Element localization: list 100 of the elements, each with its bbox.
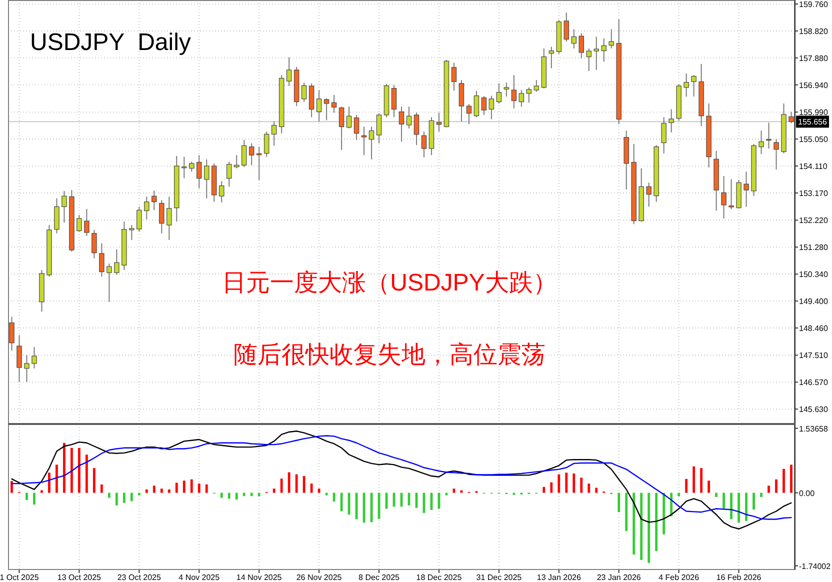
y-tick-label: 158.820 xyxy=(799,26,828,36)
bar xyxy=(220,492,223,498)
y-tick-label: 146.570 xyxy=(799,378,828,388)
annotation: 随后很快收复失地，高位震荡 xyxy=(233,342,546,369)
bar xyxy=(258,492,260,496)
bar xyxy=(752,492,755,510)
y-tick-label: 155.050 xyxy=(799,135,828,144)
bar xyxy=(662,492,666,534)
bar xyxy=(648,492,650,563)
bar xyxy=(40,490,43,493)
bar xyxy=(115,492,118,506)
y-tick-label: 149.400 xyxy=(799,297,828,306)
bar xyxy=(558,474,560,493)
y-tick-label: 153.170 xyxy=(799,188,828,198)
bar xyxy=(138,492,140,496)
bar xyxy=(152,486,156,493)
bar xyxy=(655,492,658,552)
annotation: 日元一度大涨（USDJPY大跌） xyxy=(222,269,557,296)
bar xyxy=(738,492,740,523)
bar xyxy=(108,492,110,498)
bar xyxy=(280,478,283,493)
bar xyxy=(715,492,718,497)
bar xyxy=(550,482,553,493)
bar xyxy=(130,492,133,502)
y-tick-label: 154.110 xyxy=(799,162,828,171)
bar xyxy=(572,474,576,493)
bar xyxy=(722,492,725,509)
ref-line-label: 155.656 xyxy=(798,118,828,127)
x-tick-label: 23 Oct 2025 xyxy=(117,573,162,582)
bar xyxy=(33,492,36,505)
bar xyxy=(70,448,73,493)
y-tick-label: -1.74002 xyxy=(799,562,832,571)
bar xyxy=(542,486,546,493)
y-tick-label: 156.940 xyxy=(799,80,828,90)
y-tick-label: 150.340 xyxy=(799,270,828,280)
bar xyxy=(692,466,696,493)
y-tick-label: 151.280 xyxy=(799,243,828,252)
bar xyxy=(685,478,688,493)
x-tick-label: 23 Jan 2026 xyxy=(596,573,642,582)
x-tick-label: 8 Dec 2025 xyxy=(358,573,400,582)
bar xyxy=(168,489,170,493)
bar xyxy=(782,468,785,493)
bar xyxy=(775,479,778,493)
bar xyxy=(205,484,208,493)
x-tick-label: 26 Nov 2025 xyxy=(296,573,342,582)
x-tick-label: 13 Oct 2025 xyxy=(57,573,102,582)
bar xyxy=(228,492,230,499)
bar xyxy=(302,476,306,493)
bar xyxy=(272,488,276,493)
y-tick-label: 148.460 xyxy=(799,324,828,333)
bar xyxy=(618,492,620,512)
bar xyxy=(700,468,703,493)
bar xyxy=(625,492,628,531)
bar xyxy=(175,482,178,493)
y-tick-label: 147.510 xyxy=(799,351,828,360)
bar xyxy=(92,468,96,493)
x-tick-label: 31 Dec 2025 xyxy=(476,573,522,582)
bar xyxy=(318,488,320,493)
bar xyxy=(198,484,200,493)
x-tick-label: 4 Feb 2026 xyxy=(658,573,700,582)
bar xyxy=(100,484,103,493)
y-tick-label: 0.00 xyxy=(799,488,816,498)
x-tick-label: 1 Oct 2025 xyxy=(0,573,40,582)
bar xyxy=(56,464,58,493)
bar xyxy=(160,488,163,493)
y-tick-label: 159.760 xyxy=(799,0,828,10)
bar xyxy=(10,481,13,493)
bar xyxy=(790,464,792,493)
bar xyxy=(182,480,186,493)
bar xyxy=(745,492,748,521)
y-tick-label: 157.880 xyxy=(799,54,828,63)
bar xyxy=(595,488,598,493)
bar xyxy=(242,492,246,496)
bar xyxy=(122,492,126,503)
y-tick-label: 145.630 xyxy=(799,405,828,414)
bar xyxy=(708,480,710,493)
bar xyxy=(78,448,80,493)
bar xyxy=(63,442,66,493)
y-tick-label: 155.990 xyxy=(799,108,828,118)
bar xyxy=(48,472,50,493)
bar xyxy=(588,484,590,493)
bar xyxy=(580,478,583,493)
x-tick-label: 18 Dec 2025 xyxy=(416,573,462,582)
bar xyxy=(760,492,762,497)
bar xyxy=(190,479,193,493)
bar xyxy=(295,474,298,493)
x-tick-label: 13 Jan 2026 xyxy=(536,573,582,582)
bar xyxy=(768,486,770,493)
bar xyxy=(640,492,643,560)
bar xyxy=(565,472,568,493)
y-tick-label: 1.53658 xyxy=(799,424,828,434)
bar xyxy=(235,492,238,500)
x-tick-label: 4 Nov 2025 xyxy=(178,573,220,582)
bar xyxy=(288,472,290,493)
bar xyxy=(678,492,680,496)
bar xyxy=(86,454,88,493)
x-tick-label: 14 Nov 2025 xyxy=(236,573,282,582)
bar xyxy=(310,484,313,493)
bar xyxy=(145,489,148,493)
y-tick-label: 152.220 xyxy=(799,216,828,226)
